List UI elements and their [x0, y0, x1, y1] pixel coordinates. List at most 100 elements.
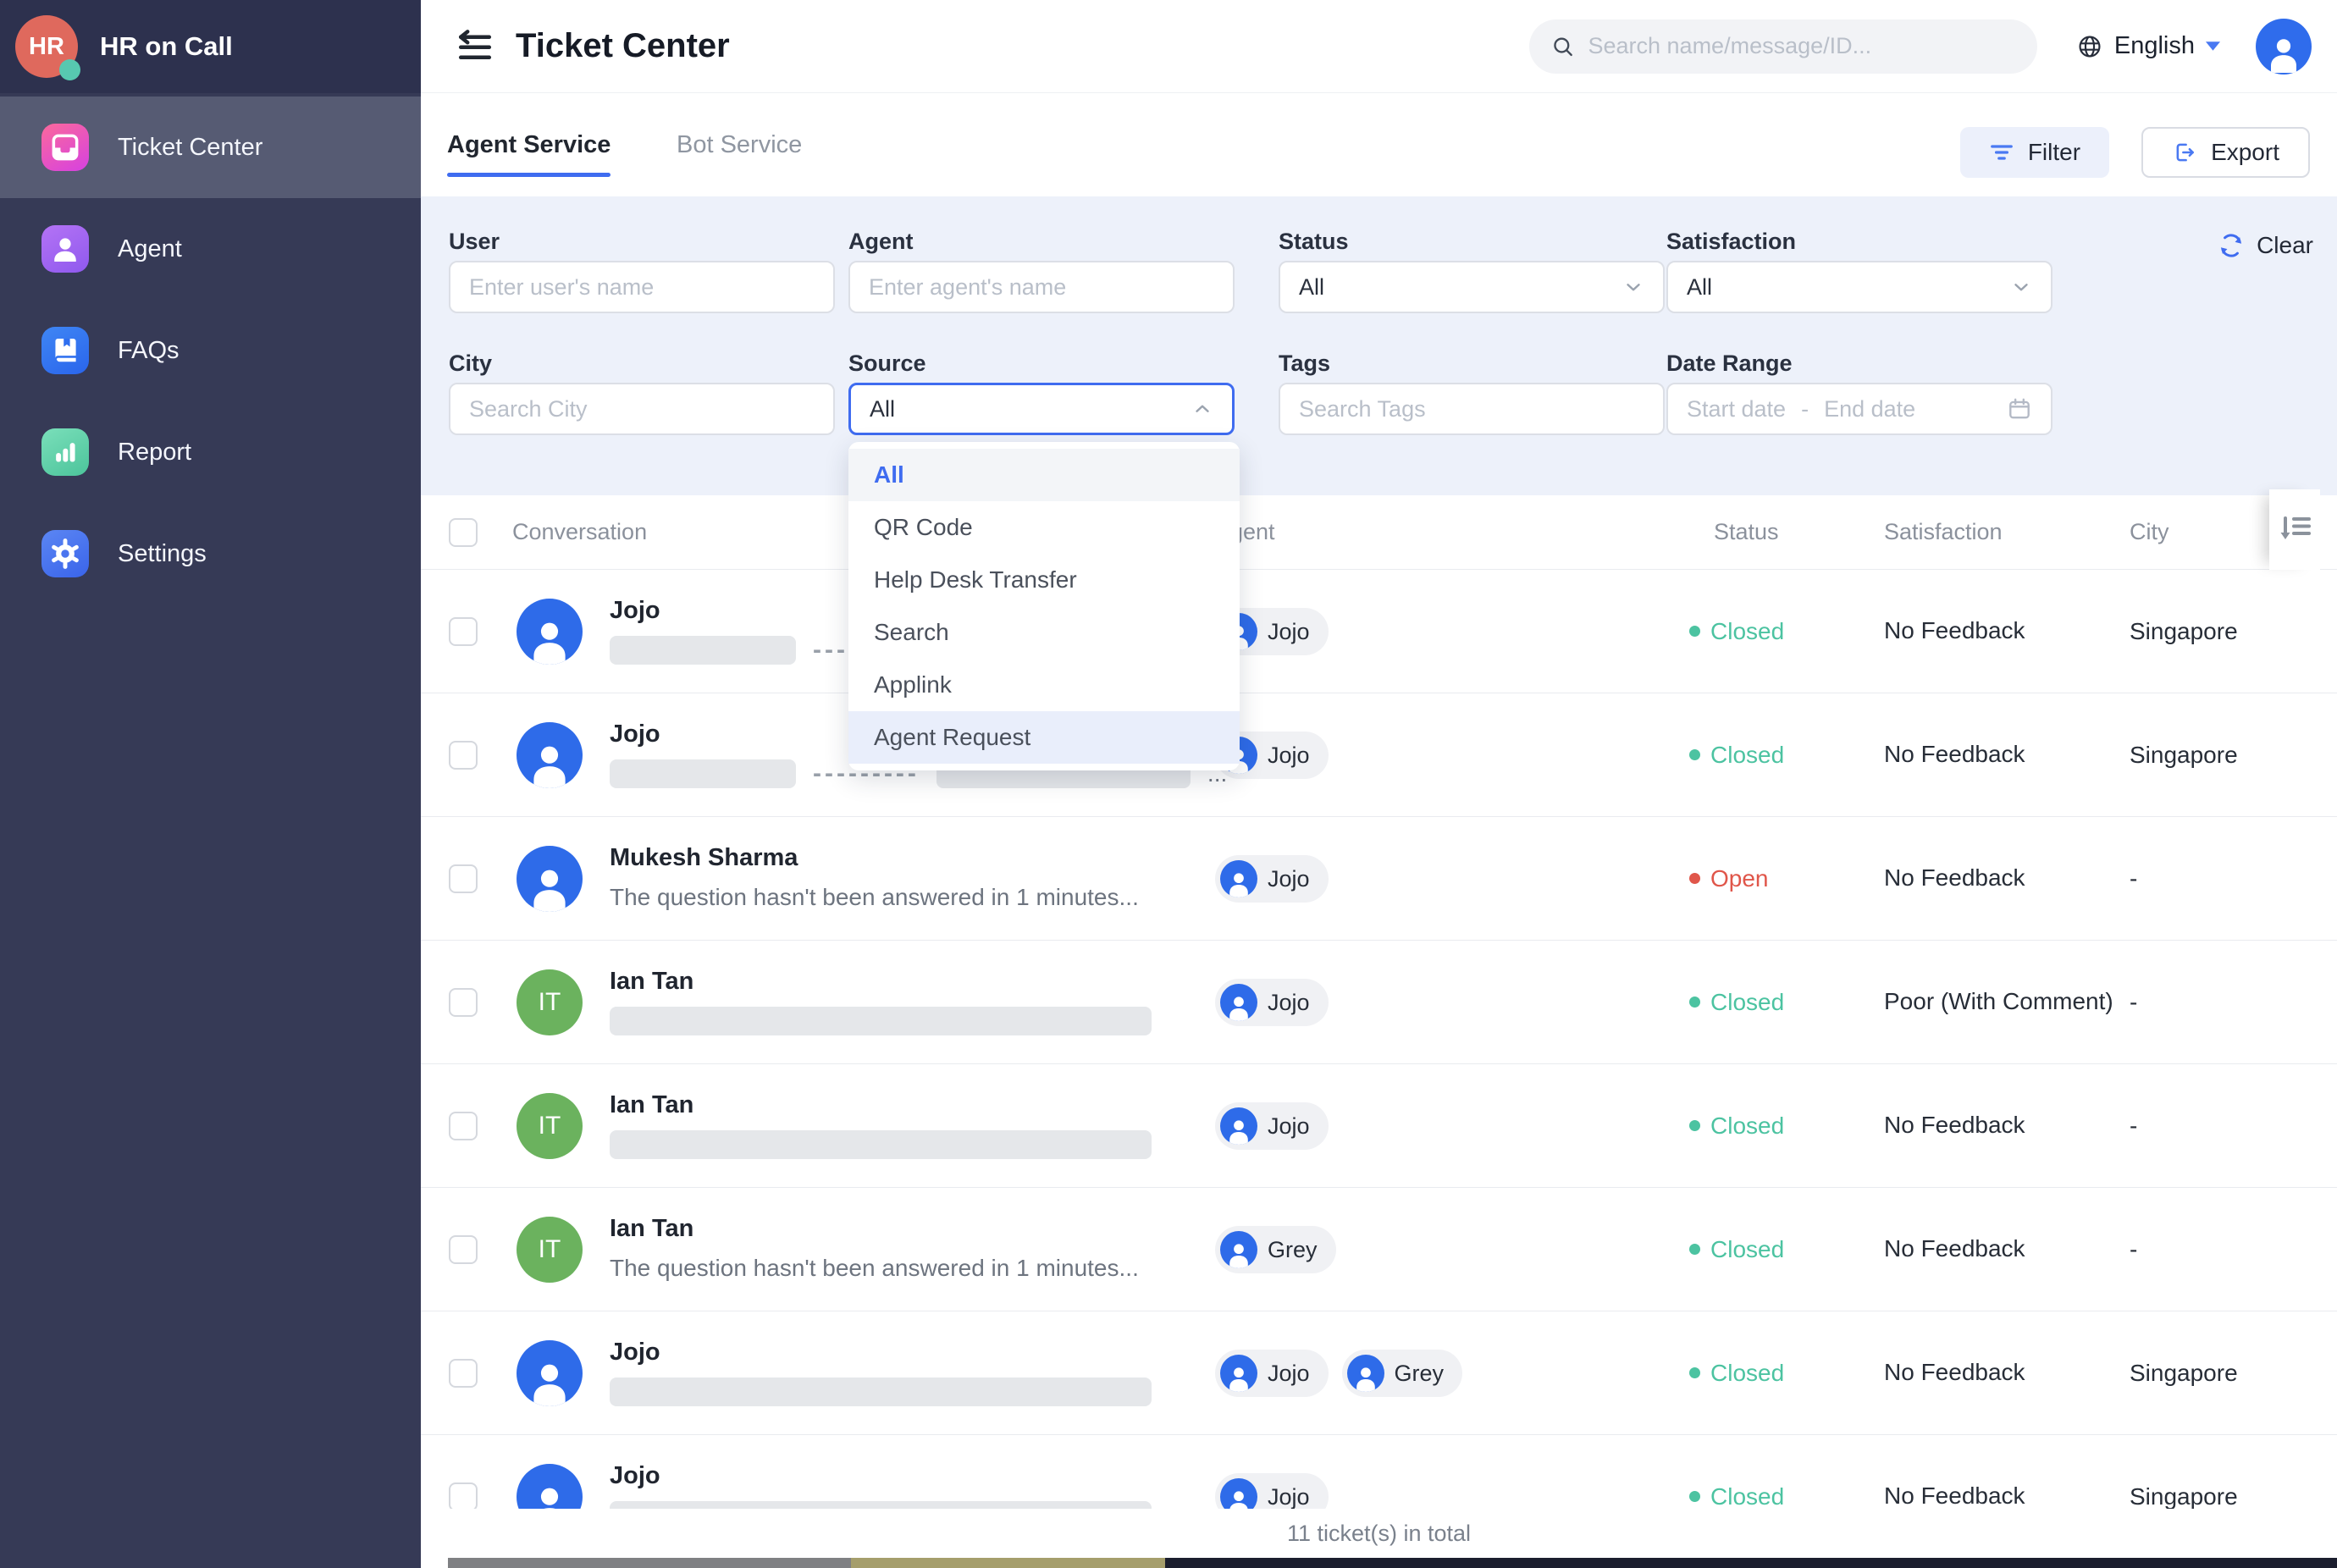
page-title: Ticket Center: [516, 27, 730, 64]
user-avatar: IT: [517, 969, 583, 1035]
export-button-label: Export: [2211, 139, 2279, 165]
tab-agent-service[interactable]: Agent Service: [447, 93, 611, 196]
filter-button[interactable]: Filter: [1959, 127, 2110, 178]
agent-chip-avatar: [1220, 1355, 1257, 1392]
agent-chip: Jojo: [1215, 1102, 1329, 1150]
agent-chip-avatar: [1220, 984, 1257, 1021]
table-row[interactable]: Jojo --------- Jojo Closed No Feedback S…: [421, 570, 2337, 693]
chevron-down-icon: [2014, 284, 2028, 291]
status-label: Closed: [1710, 1359, 1785, 1386]
satisfaction-cell: No Feedback: [1884, 1235, 2025, 1262]
clear-filters-link[interactable]: Clear: [2218, 232, 2313, 259]
row-checkbox[interactable]: [449, 988, 478, 1017]
collapse-sidebar-button[interactable]: [455, 26, 495, 67]
table-row[interactable]: IT Ian Tan The question hasn't been answ…: [421, 1188, 2337, 1311]
user-avatar: [517, 599, 583, 665]
status-label: Closed: [1710, 1235, 1785, 1262]
source-dropdown: All QR Code Help Desk Transfer Search Applin…: [848, 442, 1240, 770]
user-name: Ian Tan: [610, 968, 694, 995]
filter-button-label: Filter: [2027, 139, 2081, 165]
total-count: 11 ticket(s) in total: [1286, 1520, 1472, 1546]
status-cell: Closed: [1689, 1311, 1784, 1434]
source-filter-select[interactable]: All: [848, 383, 1235, 435]
table-row[interactable]: Mukesh Sharma The question hasn't been a…: [421, 817, 2337, 941]
sidebar-item-agent[interactable]: Agent: [0, 198, 421, 300]
date-range-picker[interactable]: Start date - End date: [1666, 383, 2052, 435]
city-cell: Singapore: [2130, 617, 2238, 644]
sidebar-item-settings[interactable]: Settings: [0, 503, 421, 605]
table-row[interactable]: Jojo ---------... Jojo Closed No Feedbac…: [421, 693, 2337, 817]
table-row[interactable]: IT Ian Tan Jojo Closed Poor (With Commen…: [421, 941, 2337, 1064]
settings-icon: [41, 530, 89, 577]
table-header: Conversation Agent Status Satisfaction C…: [421, 489, 2337, 570]
agent-chip-avatar: [1346, 1355, 1384, 1392]
row-checkbox[interactable]: [449, 741, 478, 770]
row-checkbox[interactable]: [449, 864, 478, 893]
source-filter-value: All: [870, 395, 896, 422]
city-cell: Singapore: [2130, 1359, 2238, 1386]
status-filter-value: All: [1299, 273, 1325, 300]
person-icon: [533, 870, 566, 912]
status-label: Closed: [1710, 617, 1785, 644]
sidebar-item-faqs[interactable]: FAQs: [0, 300, 421, 401]
user-avatar-button[interactable]: [2256, 18, 2312, 75]
table-row[interactable]: IT Ian Tan Jojo Closed No Feedback -: [421, 1064, 2337, 1188]
agent-chip-name: Jojo: [1268, 1360, 1310, 1386]
export-button[interactable]: Export: [2141, 127, 2310, 178]
source-option[interactable]: QR Code: [874, 514, 973, 540]
source-option[interactable]: Applink: [874, 671, 952, 698]
source-option[interactable]: Search: [874, 619, 949, 645]
brand-logo: HR: [15, 15, 80, 80]
row-checkbox[interactable]: [449, 1359, 478, 1388]
global-search: [1528, 19, 2037, 74]
table-row[interactable]: Jojo Jojo Grey Closed No Feedback Singapo…: [421, 1311, 2337, 1435]
agent-chips: Jojo Grey: [1215, 1350, 1463, 1397]
row-checkbox[interactable]: [449, 1112, 478, 1140]
row-checkbox[interactable]: [449, 1235, 478, 1264]
tab-label: Bot Service: [677, 130, 803, 158]
sidebar-item-label: Agent: [118, 235, 182, 262]
satisfaction-filter-select[interactable]: All: [1666, 261, 2052, 313]
tags-filter-input[interactable]: [1279, 383, 1665, 435]
table-body: Jojo --------- Jojo Closed No Feedback S…: [421, 570, 2337, 1559]
sidebar-item-label: Ticket Center: [118, 133, 263, 161]
satisfaction-cell: No Feedback: [1884, 864, 2025, 892]
city-filter-input[interactable]: [449, 383, 835, 435]
tab-label: Agent Service: [447, 130, 611, 158]
agent-chip: Jojo: [1215, 1350, 1329, 1397]
user-name: Jojo: [610, 597, 660, 624]
online-dot: [59, 59, 80, 80]
agent-chip: Jojo: [1215, 855, 1329, 903]
row-checkbox[interactable]: [449, 617, 478, 646]
user-filter-input[interactable]: [449, 261, 835, 313]
status-label: Open: [1710, 864, 1769, 892]
sidebar-item-ticket-center[interactable]: Ticket Center: [0, 97, 421, 198]
search-input[interactable]: [1588, 33, 2015, 59]
row-checkbox[interactable]: [449, 1482, 478, 1511]
source-option[interactable]: All: [848, 449, 1240, 501]
message-preview: [610, 1377, 1202, 1407]
satisfaction-cell: No Feedback: [1884, 617, 2025, 644]
clear-filters-label: Clear: [2257, 232, 2313, 258]
conversation-cell: Mukesh Sharma The question hasn't been a…: [610, 817, 1202, 940]
filter-icon: [1990, 145, 2013, 160]
source-option[interactable]: Help Desk Transfer: [874, 566, 1077, 593]
user-name: Jojo: [610, 1339, 660, 1366]
status-label: Closed: [1710, 1112, 1785, 1139]
redacted-bar: [610, 1130, 1152, 1159]
city-cell: -: [2130, 1235, 2138, 1262]
select-all-checkbox[interactable]: [449, 518, 478, 547]
message-preview: [610, 1129, 1202, 1160]
language-selector[interactable]: English: [2076, 32, 2220, 60]
language-label: English: [2113, 32, 2195, 59]
sidebar-item-report[interactable]: Report: [0, 401, 421, 503]
sort-list-icon[interactable]: [2276, 511, 2313, 549]
status-filter-select[interactable]: All: [1279, 261, 1665, 313]
ticket-center-icon: [41, 124, 89, 171]
person-icon: [1229, 1120, 1248, 1145]
start-date-placeholder: Start date: [1687, 395, 1787, 422]
status-cell: Closed: [1689, 1188, 1784, 1311]
source-option[interactable]: Agent Request: [848, 711, 1240, 764]
agent-filter-input[interactable]: [848, 261, 1235, 313]
tab-bot-service[interactable]: Bot Service: [677, 93, 802, 196]
